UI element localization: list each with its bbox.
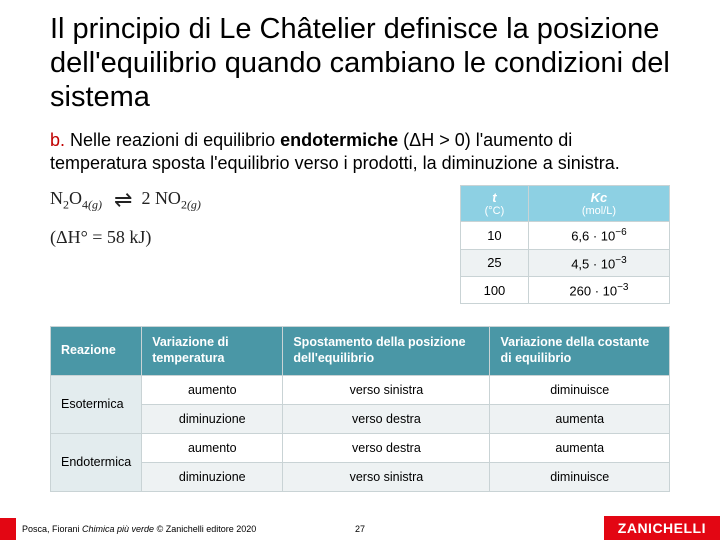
- delta-h: (ΔH° = 58 kJ): [50, 227, 436, 248]
- subtitle: b. Nelle reazioni di equilibrio endoterm…: [0, 123, 720, 176]
- kc-cell-kc: 4,5 · 10−3: [528, 249, 669, 276]
- main-cell: diminuzione: [142, 462, 283, 491]
- reaction-right: 2 NO2(g): [141, 188, 201, 213]
- footer-credit: Posca, Fiorani Chimica più verde © Zanic…: [0, 524, 256, 534]
- main-row: diminuzioneverso destraaumenta: [51, 404, 670, 433]
- main-cell: diminuzione: [142, 404, 283, 433]
- kc-row: 106,6 · 10−6: [461, 222, 670, 249]
- equilibrium-arrow-icon: ⇌: [114, 187, 129, 213]
- main-cell: aumento: [142, 433, 283, 462]
- main-row: Esotermicaaumentoverso sinistradiminuisc…: [51, 375, 670, 404]
- kc-row: 100260 · 10−3: [461, 277, 670, 304]
- main-cell: aumento: [142, 375, 283, 404]
- main-cell: verso sinistra: [283, 462, 490, 491]
- main-col-header: Spostamento della posizione dell'equilib…: [283, 327, 490, 375]
- subtitle-text-1: Nelle reazioni di equilibrio: [65, 130, 280, 150]
- kc-col-t: t(°C): [461, 186, 529, 222]
- main-cell: diminuisce: [490, 375, 670, 404]
- subtitle-lead: b.: [50, 130, 65, 150]
- main-cell: aumenta: [490, 404, 670, 433]
- page-title: Il principio di Le Châtelier definisce l…: [0, 0, 720, 123]
- reaction-left: N2O4(g): [50, 188, 102, 213]
- main-cell: verso destra: [283, 433, 490, 462]
- main-cell: verso sinistra: [283, 375, 490, 404]
- main-col-header: Reazione: [51, 327, 142, 375]
- kc-table: t(°C) Kc(mol/L) 106,6 · 10−6254,5 · 10−3…: [460, 185, 670, 304]
- kc-cell-kc: 6,6 · 10−6: [528, 222, 669, 249]
- kc-cell-t: 10: [461, 222, 529, 249]
- main-col-header: Variazione della costante di equilibrio: [490, 327, 670, 375]
- reaction-equation: N2O4(g) ⇌ 2 NO2(g): [50, 187, 436, 213]
- main-cell: diminuisce: [490, 462, 670, 491]
- main-cell: verso destra: [283, 404, 490, 433]
- kc-cell-kc: 260 · 10−3: [528, 277, 669, 304]
- main-col-header: Variazione di temperatura: [142, 327, 283, 375]
- main-row: Endotermicaaumentoverso destraaumenta: [51, 433, 670, 462]
- kc-row: 254,5 · 10−3: [461, 249, 670, 276]
- main-cell: aumenta: [490, 433, 670, 462]
- kc-cell-t: 100: [461, 277, 529, 304]
- main-row-header: Esotermica: [51, 375, 142, 433]
- page-number: 27: [355, 524, 365, 534]
- reaction-block: N2O4(g) ⇌ 2 NO2(g) (ΔH° = 58 kJ): [50, 185, 436, 248]
- footer: Posca, Fiorani Chimica più verde © Zanic…: [0, 518, 720, 540]
- main-row: diminuzioneverso sinistradiminuisce: [51, 462, 670, 491]
- publisher-logo: ZANICHELLI: [604, 516, 720, 540]
- main-row-header: Endotermica: [51, 433, 142, 491]
- subtitle-bold: endotermiche: [280, 130, 398, 150]
- kc-cell-t: 25: [461, 249, 529, 276]
- footer-accent-bar: [0, 518, 16, 540]
- main-table: ReazioneVariazione di temperaturaSpostam…: [50, 326, 670, 491]
- kc-col-kc: Kc(mol/L): [528, 186, 669, 222]
